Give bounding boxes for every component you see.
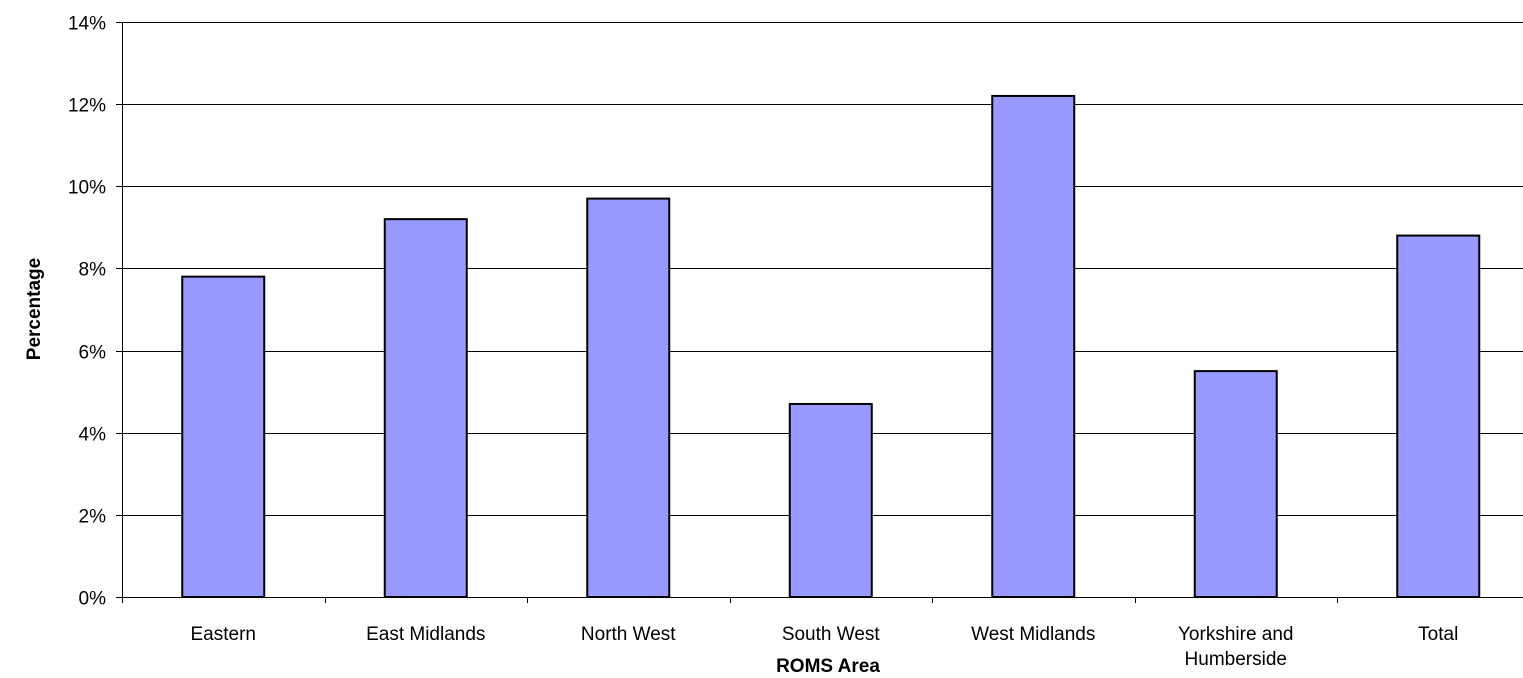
x-tick-label: South West (782, 624, 881, 645)
bar (788, 402, 873, 599)
x-tick-label: Yorkshire and Humberside (1178, 624, 1293, 670)
y-axis-title: Percentage (24, 258, 45, 360)
y-tick-label: 14% (68, 14, 106, 35)
gridlines (122, 22, 1523, 516)
y-tick-label: 12% (68, 96, 106, 117)
bar (181, 275, 266, 598)
x-tick-label: North West (581, 624, 676, 645)
y-tick-labels: 0% 2% 4% 6% 8% 10% 12% 14% (68, 14, 106, 610)
y-tick-label: 4% (79, 425, 107, 446)
axes (116, 22, 1523, 603)
y-tick-label: 10% (68, 178, 106, 199)
x-axis-title: ROMS Area (776, 656, 880, 677)
bar (586, 197, 671, 598)
bars (181, 94, 1481, 599)
y-tick-label: 2% (79, 507, 107, 528)
y-tick-label: 8% (79, 260, 107, 281)
x-tick-label: Eastern (191, 624, 256, 645)
x-tick-label: Total (1418, 624, 1458, 645)
bar (991, 94, 1076, 599)
bar (1193, 370, 1278, 598)
bar (383, 218, 468, 598)
y-tick-label: 0% (79, 589, 107, 610)
x-tick-labels: Eastern East Midlands North West South West… (191, 624, 1459, 670)
y-tick-label: 6% (79, 343, 107, 364)
x-tick-label: East Midlands (366, 624, 485, 645)
x-tick-label: West Midlands (971, 624, 1095, 645)
bar (1396, 234, 1481, 598)
